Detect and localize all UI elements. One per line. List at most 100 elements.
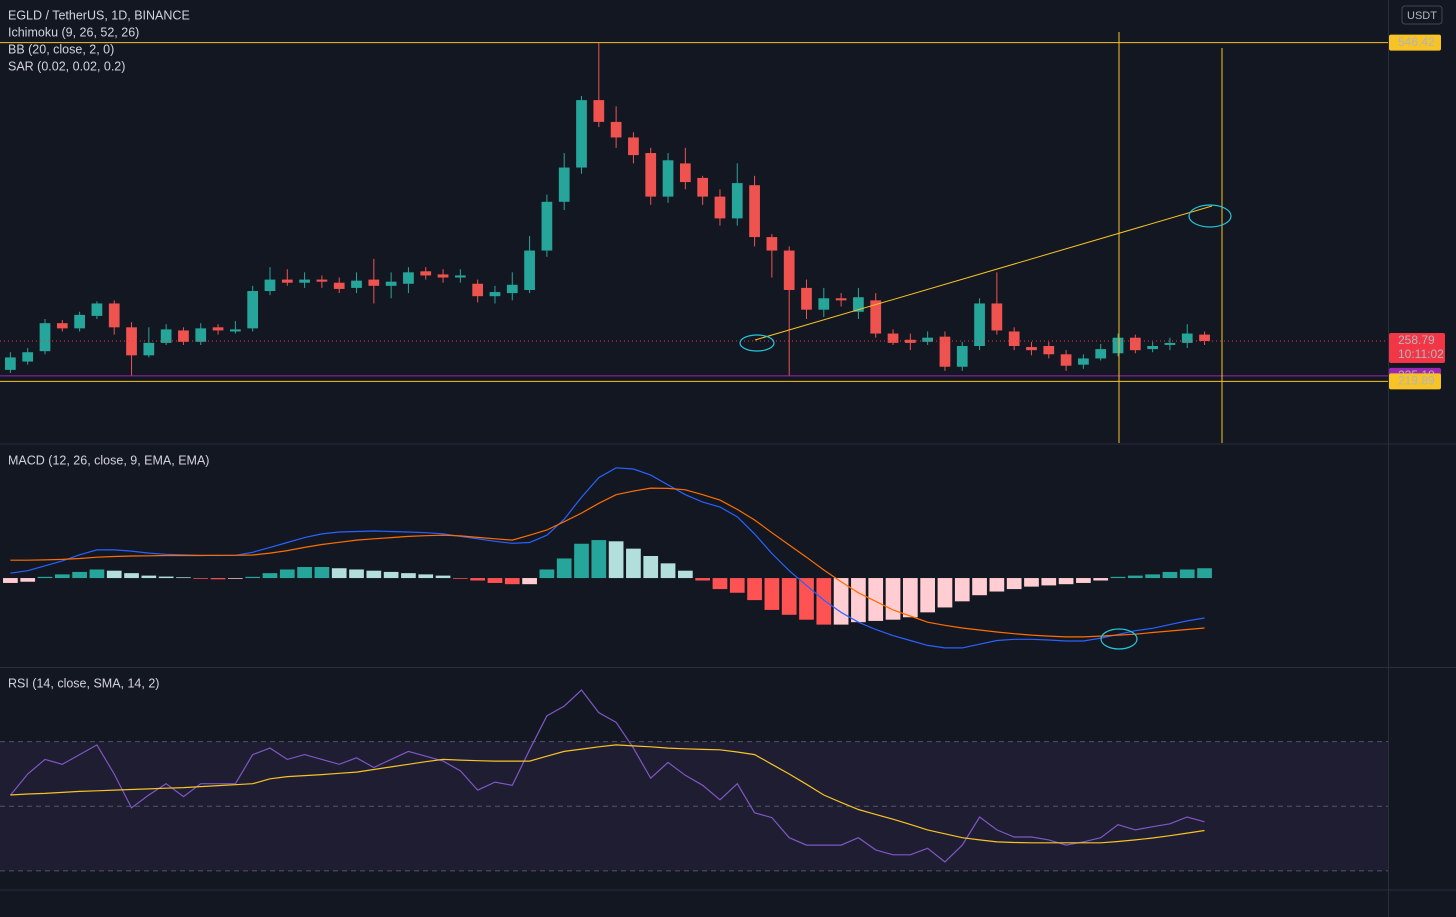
candle-body	[385, 281, 397, 286]
histogram-bar	[89, 569, 105, 579]
histogram-bar	[54, 574, 70, 579]
histogram-bar	[1127, 575, 1143, 579]
histogram-bar	[920, 578, 935, 613]
candle-body	[783, 250, 795, 290]
histogram-bar	[591, 540, 607, 579]
candle-body	[956, 345, 968, 367]
candle-body	[766, 237, 778, 251]
candle-body	[506, 284, 518, 294]
histogram-bar	[383, 571, 399, 579]
candle-body	[178, 330, 189, 342]
candle-body	[731, 183, 743, 219]
candle-body	[593, 100, 605, 122]
histogram-bar	[677, 570, 693, 579]
histogram-bar	[816, 578, 832, 625]
histogram-bar	[193, 578, 209, 579]
candle-body	[645, 153, 657, 197]
candle-body	[870, 300, 882, 334]
histogram-bar	[349, 569, 364, 579]
histogram-bar	[1093, 578, 1109, 581]
histogram-bar	[781, 578, 797, 615]
candle-body	[247, 291, 259, 329]
histogram-bar	[366, 570, 382, 579]
histogram-bar	[1197, 568, 1212, 579]
candle-body	[610, 121, 622, 138]
candle-body	[351, 280, 362, 288]
level-label: 546.42	[1398, 35, 1435, 49]
candle-body	[39, 323, 51, 352]
candle-body	[281, 279, 293, 283]
histogram-bar	[453, 578, 468, 579]
histogram-bar	[574, 543, 589, 579]
histogram-bar	[522, 578, 537, 585]
candle-body	[801, 287, 812, 310]
candle-body	[74, 314, 85, 329]
histogram-bar	[608, 541, 624, 579]
drawing-ellipse	[739, 334, 775, 352]
drawing-trend-line	[754, 205, 1213, 341]
histogram-bar	[72, 571, 87, 579]
candle-body	[749, 185, 760, 238]
histogram-bar	[487, 578, 503, 583]
histogram-bar	[158, 576, 174, 579]
candle-body	[437, 274, 449, 278]
histogram-bar	[1076, 578, 1091, 583]
histogram-bar	[210, 578, 226, 580]
candle-body	[1078, 358, 1089, 365]
candle-body	[714, 196, 726, 219]
candle-body	[143, 342, 155, 356]
macd-title: MACD (12, 26, close, 9, EMA, EMA)	[8, 453, 209, 467]
histogram-bar	[972, 578, 987, 596]
histogram-bar	[297, 567, 312, 579]
candle-body	[558, 167, 570, 202]
candle-body	[299, 279, 310, 283]
countdown-label: 10:11:02	[1398, 347, 1444, 361]
candle-body	[1095, 349, 1107, 359]
histogram-bar	[262, 573, 278, 579]
indicator-line	[10, 487, 1205, 638]
candle-body	[1129, 337, 1141, 351]
candle-body	[22, 352, 34, 362]
indicator-legend: SAR (0.02, 0.02, 0.2)	[8, 59, 125, 73]
currency-label: USDT	[1407, 10, 1437, 22]
candle-body	[922, 337, 934, 342]
candle-body	[403, 272, 414, 284]
candle-body	[108, 303, 120, 328]
candle-body	[939, 336, 951, 367]
histogram-bar	[660, 563, 676, 579]
histogram-bar	[1145, 574, 1160, 579]
last-price-box	[1389, 333, 1445, 364]
histogram-bar	[124, 573, 139, 579]
histogram-bar	[435, 575, 451, 579]
candle-body	[420, 271, 432, 276]
candle-body	[1181, 333, 1193, 343]
candle-body	[160, 329, 172, 343]
candle-body	[5, 357, 16, 370]
histogram-bar	[937, 578, 953, 608]
indicator-line	[10, 744, 1205, 844]
histogram-bar	[106, 570, 122, 579]
indicator-legend: Ichimoku (9, 26, 52, 26)	[8, 25, 139, 39]
histogram-bar	[556, 558, 572, 579]
histogram-bar	[470, 578, 486, 581]
candle-body	[835, 298, 847, 301]
histogram-bar	[902, 578, 918, 618]
candle-body	[56, 323, 68, 329]
candle-body	[212, 327, 224, 331]
histogram-bar	[245, 576, 261, 579]
candle-body	[316, 279, 328, 282]
level-label-box	[1389, 34, 1441, 51]
candle-body	[991, 303, 1003, 331]
last-price-label: 258.79	[1398, 333, 1435, 347]
histogram-bar	[626, 548, 641, 579]
candle-body	[853, 297, 864, 312]
histogram-bar	[418, 574, 434, 579]
histogram-bar	[539, 569, 555, 579]
currency-box	[1401, 5, 1443, 25]
candle-body	[576, 100, 587, 168]
candle-body	[230, 329, 241, 332]
histogram-bar	[1058, 578, 1074, 585]
